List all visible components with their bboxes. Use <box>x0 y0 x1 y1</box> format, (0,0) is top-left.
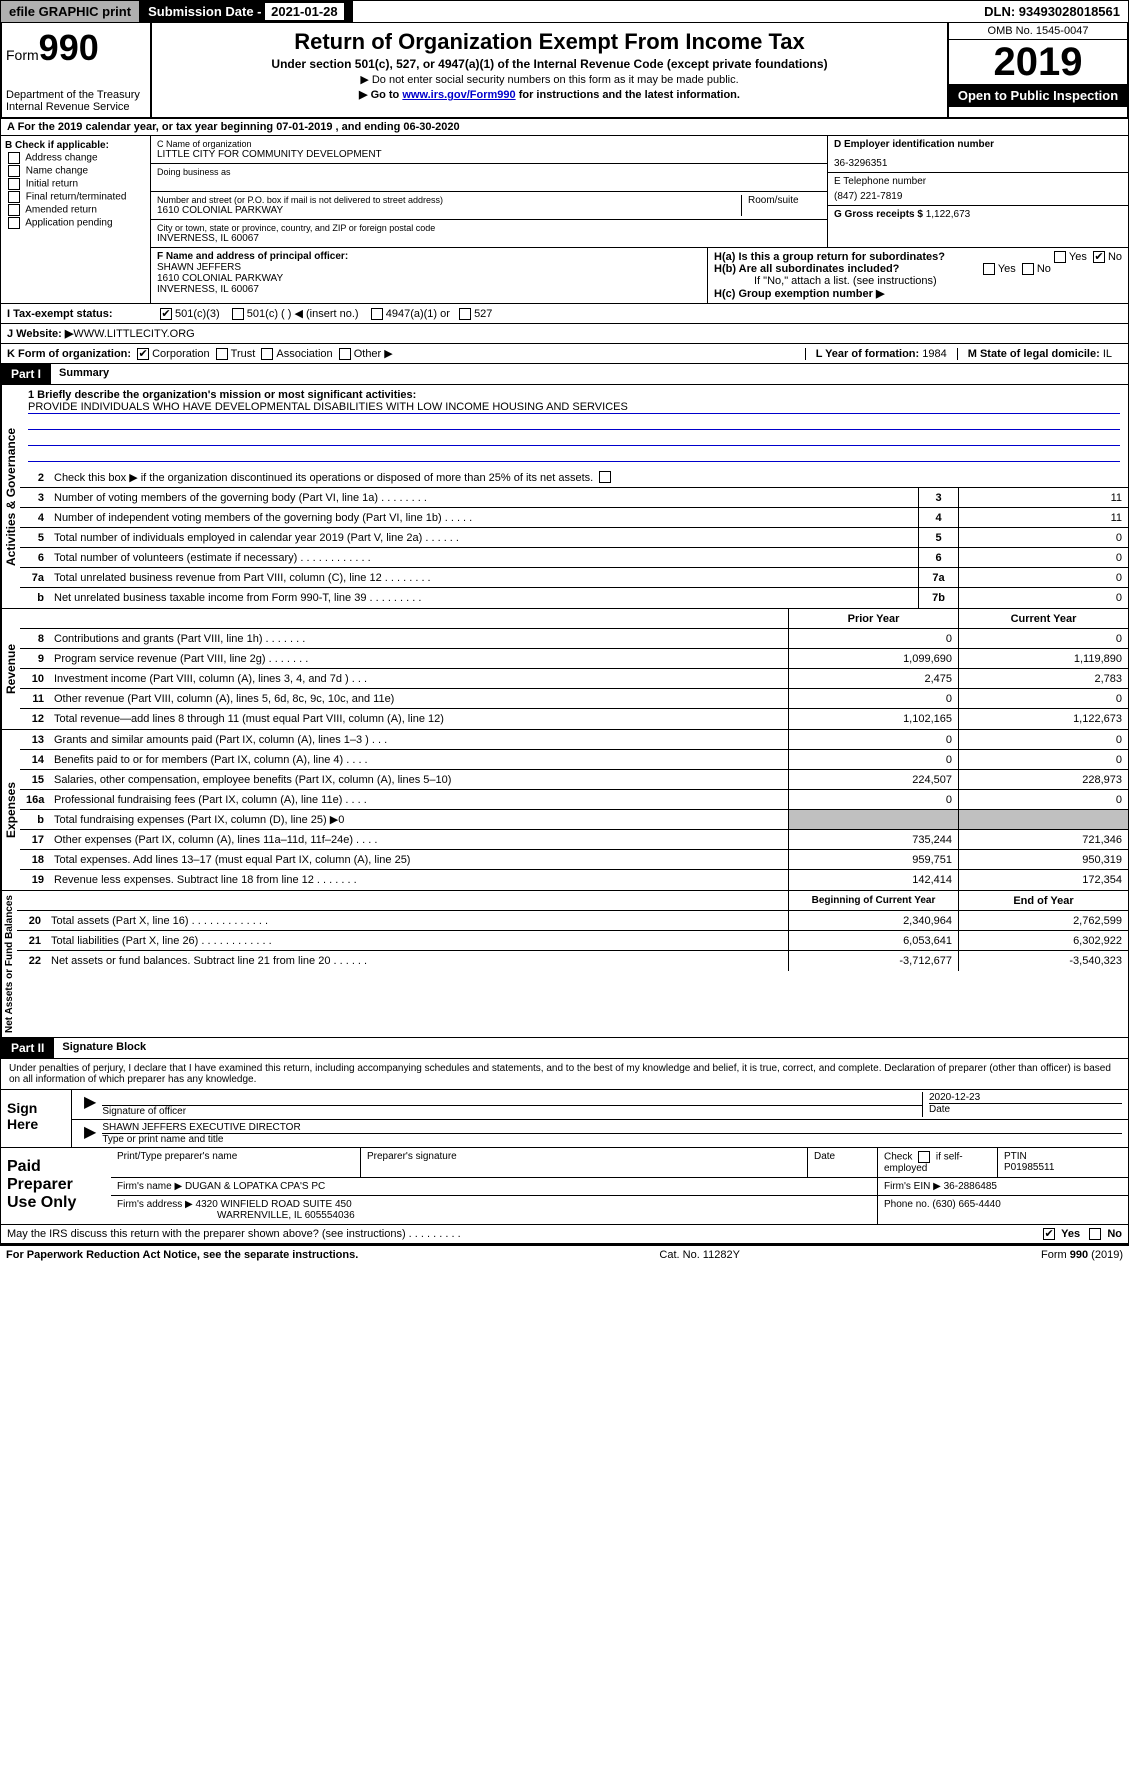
line-20: 20Total assets (Part X, line 16) . . . .… <box>17 911 1128 931</box>
form-number: Form990 <box>6 27 146 69</box>
efile-print-button[interactable]: efile GRAPHIC print <box>1 1 140 22</box>
line-14: 14Benefits paid to or for members (Part … <box>20 750 1128 770</box>
line-8: 8Contributions and grants (Part VIII, li… <box>20 629 1128 649</box>
form-subtitle: Under section 501(c), 527, or 4947(a)(1)… <box>162 57 937 71</box>
instructions-link-row: ▶ Go to www.irs.gov/Form990 for instruct… <box>162 88 937 101</box>
line-6: 6Total number of volunteers (estimate if… <box>20 548 1128 568</box>
top-bar: efile GRAPHIC print Submission Date - 20… <box>0 0 1129 23</box>
cb-trust[interactable] <box>216 348 228 360</box>
col-h-group-return: H(a) Is this a group return for subordin… <box>708 248 1128 303</box>
form-header: Form990 Department of the Treasury Inter… <box>0 23 1129 119</box>
submission-date: Submission Date - 2021-01-28 <box>140 1 353 22</box>
line-19: 19Revenue less expenses. Subtract line 1… <box>20 870 1128 890</box>
cb-4947[interactable] <box>371 308 383 320</box>
line-4: 4Number of independent voting members of… <box>20 508 1128 528</box>
open-to-public: Open to Public Inspection <box>949 84 1127 107</box>
line-b: bNet unrelated business taxable income f… <box>20 588 1128 608</box>
line-22: 22Net assets or fund balances. Subtract … <box>17 951 1128 971</box>
col-d-ein-phone: D Employer identification number36-32963… <box>828 136 1128 247</box>
line-10: 10Investment income (Part VIII, column (… <box>20 669 1128 689</box>
line-11: 11Other revenue (Part VIII, column (A), … <box>20 689 1128 709</box>
ssn-warning: ▶ Do not enter social security numbers o… <box>162 73 937 86</box>
row-a-tax-year: A For the 2019 calendar year, or tax yea… <box>0 119 1129 136</box>
cb-application-pending[interactable]: Application pending <box>5 217 146 229</box>
cb-amended-return[interactable]: Amended return <box>5 204 146 216</box>
line-12: 12Total revenue—add lines 8 through 11 (… <box>20 709 1128 729</box>
irs-link[interactable]: www.irs.gov/Form990 <box>402 89 515 101</box>
discuss-with-preparer: May the IRS discuss this return with the… <box>0 1225 1129 1244</box>
col-c-name-address: C Name of organizationLITTLE CITY FOR CO… <box>151 136 828 247</box>
cb-final-return[interactable]: Final return/terminated <box>5 191 146 203</box>
signature-block: Under penalties of perjury, I declare th… <box>0 1059 1129 1148</box>
line-5: 5Total number of individuals employed in… <box>20 528 1128 548</box>
line-7a: 7aTotal unrelated business revenue from … <box>20 568 1128 588</box>
col-b-checkboxes: B Check if applicable: Address change Na… <box>1 136 151 303</box>
cb-discuss-no[interactable] <box>1089 1228 1101 1240</box>
row-j-website: J Website: ▶ WWW.LITTLECITY.ORG <box>0 324 1129 344</box>
page-footer: For Paperwork Reduction Act Notice, see … <box>0 1244 1129 1264</box>
tax-year: 2019 <box>949 40 1127 84</box>
cb-corporation[interactable] <box>137 348 149 360</box>
col-f-officer: F Name and address of principal officer:… <box>151 248 708 303</box>
line-21: 21Total liabilities (Part X, line 26) . … <box>17 931 1128 951</box>
cb-association[interactable] <box>261 348 273 360</box>
cb-name-change[interactable]: Name change <box>5 165 146 177</box>
row-k-org-form: K Form of organization: Corporation Trus… <box>0 344 1129 364</box>
omb-number: OMB No. 1545-0047 <box>949 23 1127 40</box>
cb-527[interactable] <box>459 308 471 320</box>
section-expenses: Expenses 13Grants and similar amounts pa… <box>0 730 1129 891</box>
line-9: 9Program service revenue (Part VIII, lin… <box>20 649 1128 669</box>
cb-address-change[interactable]: Address change <box>5 152 146 164</box>
cb-501c[interactable] <box>232 308 244 320</box>
cb-501c3[interactable] <box>160 308 172 320</box>
form-title: Return of Organization Exempt From Incom… <box>162 29 937 55</box>
section-revenue: Revenue Prior YearCurrent Year 8Contribu… <box>0 609 1129 730</box>
paid-preparer-block: Paid Preparer Use Only Print/Type prepar… <box>0 1148 1129 1225</box>
line-13: 13Grants and similar amounts paid (Part … <box>20 730 1128 750</box>
cb-discuss-yes[interactable] <box>1043 1228 1055 1240</box>
line-15: 15Salaries, other compensation, employee… <box>20 770 1128 790</box>
line-3: 3Number of voting members of the governi… <box>20 488 1128 508</box>
section-governance: Activities & Governance 1 Briefly descri… <box>0 385 1129 609</box>
dln: DLN: 93493028018561 <box>976 1 1128 22</box>
entity-info-grid: B Check if applicable: Address change Na… <box>0 136 1129 304</box>
cb-other[interactable] <box>339 348 351 360</box>
line-16a: 16aProfessional fundraising fees (Part I… <box>20 790 1128 810</box>
part2-header: Part II Signature Block <box>0 1038 1129 1059</box>
row-i-tax-exempt: I Tax-exempt status: 501(c)(3) 501(c) ( … <box>0 304 1129 324</box>
line-b: bTotal fundraising expenses (Part IX, co… <box>20 810 1128 830</box>
dept-treasury: Department of the Treasury Internal Reve… <box>6 89 146 113</box>
cb-initial-return[interactable]: Initial return <box>5 178 146 190</box>
line-17: 17Other expenses (Part IX, column (A), l… <box>20 830 1128 850</box>
part1-header: Part I Summary <box>0 364 1129 385</box>
line-18: 18Total expenses. Add lines 13–17 (must … <box>20 850 1128 870</box>
section-net-assets: Net Assets or Fund Balances Beginning of… <box>0 891 1129 1038</box>
